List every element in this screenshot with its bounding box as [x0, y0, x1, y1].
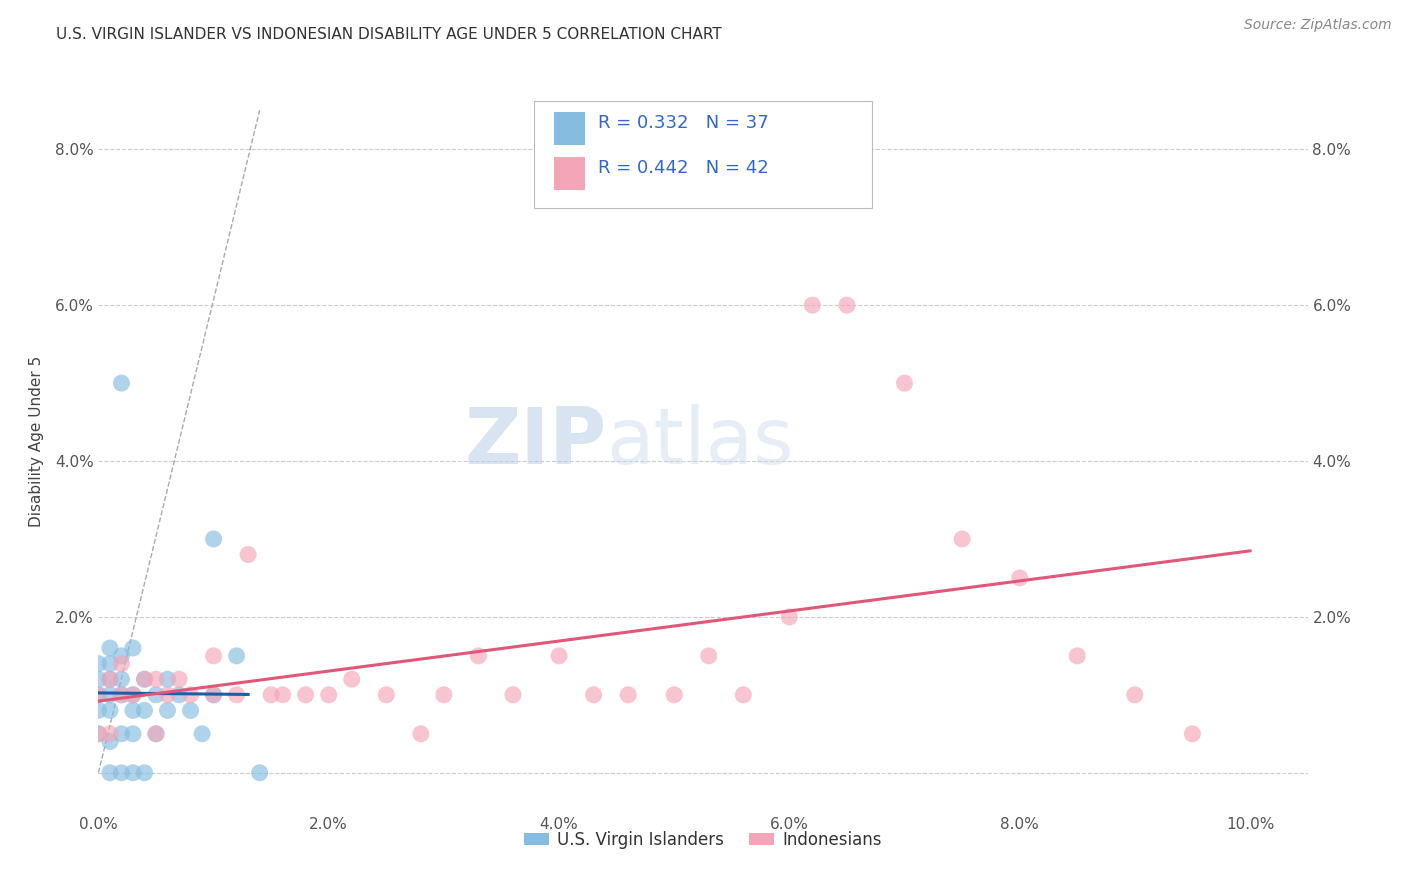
Bar	[554, 112, 585, 145]
Point	[409, 727, 432, 741]
Point	[1123, 688, 1146, 702]
Point	[340, 672, 363, 686]
Text: R = 0.332   N = 37: R = 0.332 N = 37	[598, 114, 769, 132]
Point	[202, 648, 225, 663]
Point	[1066, 648, 1088, 663]
Point	[697, 648, 720, 663]
Point	[98, 657, 121, 671]
Text: ZIP: ZIP	[464, 403, 606, 480]
Point	[98, 641, 121, 656]
Point	[110, 765, 132, 780]
Point	[98, 688, 121, 702]
Point	[1008, 571, 1031, 585]
Point	[110, 672, 132, 686]
Point	[98, 672, 121, 686]
Point	[122, 703, 145, 717]
Point	[110, 648, 132, 663]
Point	[98, 727, 121, 741]
Point	[156, 688, 179, 702]
Point	[87, 727, 110, 741]
Point	[122, 641, 145, 656]
Point	[271, 688, 294, 702]
FancyBboxPatch shape	[534, 101, 872, 209]
Point	[87, 657, 110, 671]
Point	[502, 688, 524, 702]
Point	[202, 688, 225, 702]
Point	[433, 688, 456, 702]
Point	[294, 688, 316, 702]
Text: Source: ZipAtlas.com: Source: ZipAtlas.com	[1244, 18, 1392, 32]
Bar	[554, 156, 585, 190]
Point	[110, 657, 132, 671]
Point	[145, 688, 167, 702]
Point	[87, 688, 110, 702]
Text: R = 0.442   N = 42: R = 0.442 N = 42	[598, 159, 769, 177]
Point	[202, 688, 225, 702]
Point	[122, 688, 145, 702]
Point	[110, 376, 132, 390]
Point	[778, 610, 800, 624]
Point	[548, 648, 571, 663]
Point	[87, 727, 110, 741]
Point	[318, 688, 340, 702]
Point	[617, 688, 640, 702]
Point	[180, 688, 202, 702]
Point	[87, 688, 110, 702]
Point	[134, 765, 156, 780]
Point	[664, 688, 686, 702]
Point	[122, 765, 145, 780]
Point	[98, 765, 121, 780]
Point	[98, 734, 121, 748]
Point	[167, 672, 190, 686]
Point	[202, 532, 225, 546]
Legend: U.S. Virgin Islanders, Indonesians: U.S. Virgin Islanders, Indonesians	[517, 824, 889, 855]
Point	[110, 727, 132, 741]
Point	[236, 548, 259, 562]
Point	[145, 672, 167, 686]
Text: U.S. VIRGIN ISLANDER VS INDONESIAN DISABILITY AGE UNDER 5 CORRELATION CHART: U.S. VIRGIN ISLANDER VS INDONESIAN DISAB…	[56, 27, 723, 42]
Point	[122, 688, 145, 702]
Point	[98, 672, 121, 686]
Point	[950, 532, 973, 546]
Point	[145, 727, 167, 741]
Point	[733, 688, 755, 702]
Point	[134, 703, 156, 717]
Point	[835, 298, 858, 312]
Point	[156, 703, 179, 717]
Point	[87, 703, 110, 717]
Point	[249, 765, 271, 780]
Point	[375, 688, 398, 702]
Point	[180, 703, 202, 717]
Point	[87, 672, 110, 686]
Point	[225, 648, 247, 663]
Point	[801, 298, 824, 312]
Point	[98, 703, 121, 717]
Text: atlas: atlas	[606, 403, 794, 480]
Point	[225, 688, 247, 702]
Point	[582, 688, 605, 702]
Point	[191, 727, 214, 741]
Point	[893, 376, 915, 390]
Point	[1181, 727, 1204, 741]
Point	[156, 672, 179, 686]
Y-axis label: Disability Age Under 5: Disability Age Under 5	[28, 356, 44, 527]
Point	[110, 688, 132, 702]
Point	[467, 648, 489, 663]
Point	[134, 672, 156, 686]
Point	[145, 727, 167, 741]
Point	[110, 688, 132, 702]
Point	[260, 688, 283, 702]
Point	[167, 688, 190, 702]
Point	[134, 672, 156, 686]
Point	[122, 727, 145, 741]
